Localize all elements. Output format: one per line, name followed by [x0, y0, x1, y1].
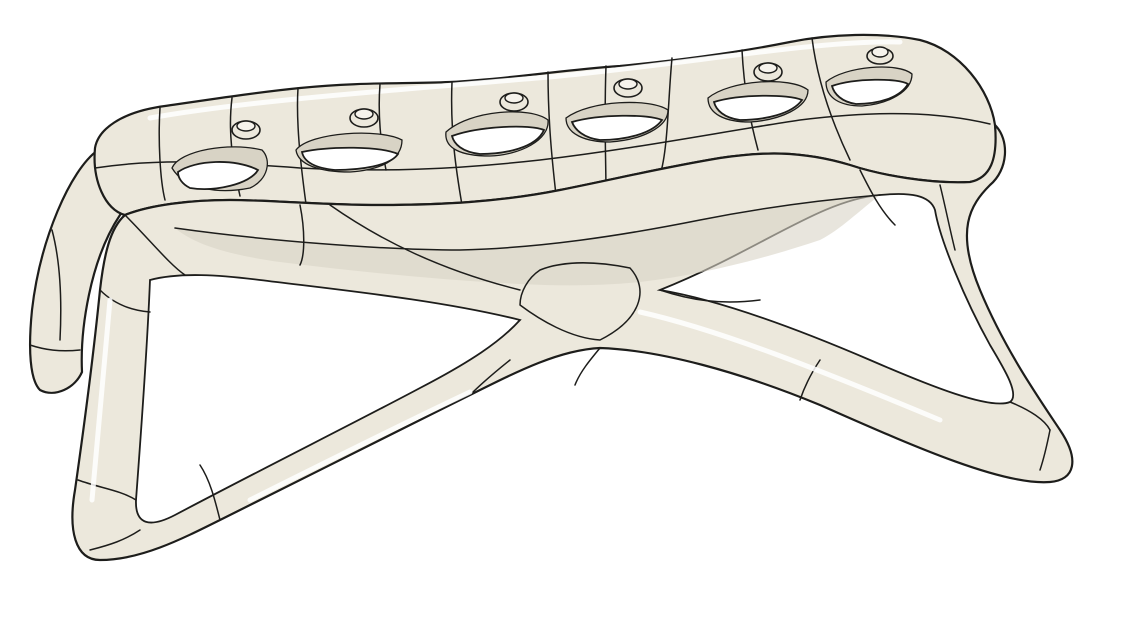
seat-opening-3: [445, 111, 549, 157]
mounting-boss-2: [349, 108, 379, 128]
mounting-boss-3: [499, 92, 529, 112]
seat-openings: [171, 66, 913, 192]
back-left-leg: [28, 148, 125, 394]
front-frame: [71, 123, 1074, 562]
mounting-bosses: [231, 46, 894, 140]
mounting-boss-6: [866, 46, 894, 65]
mounting-boss-1: [231, 120, 261, 140]
seat-opening-2: [295, 132, 403, 173]
mounting-boss-5: [753, 62, 783, 82]
mounting-boss-4: [613, 78, 643, 98]
seat-opening-4: [565, 101, 669, 143]
seat-opening-1: [171, 146, 268, 192]
seat-opening-6: [825, 66, 913, 107]
seat-opening-5: [707, 81, 809, 123]
